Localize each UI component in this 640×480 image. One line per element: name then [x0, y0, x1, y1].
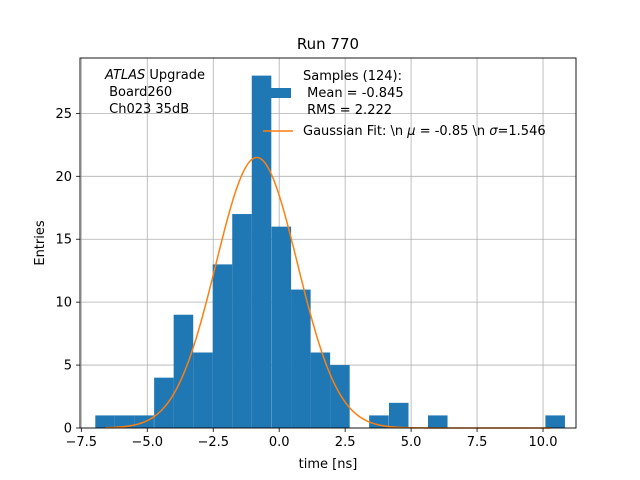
histogram-bar-23 [545, 415, 565, 428]
histogram-bar-17 [427, 415, 448, 428]
legend-fit-label: Gaussian Fit: \n μ = -0.85 \n σ=1.546 [303, 124, 546, 139]
grid-lines [80, 58, 576, 429]
y-tick-label-0: 0 [64, 422, 72, 437]
chart-title: Run 770 [297, 35, 359, 53]
x-axis-title: time [ns] [299, 457, 358, 472]
x-tick-label-1: −5.0 [131, 435, 163, 450]
atlas-annotation: ATLAS Upgrade Board260 Ch023 35dB [104, 68, 205, 117]
histogram-bar-12 [330, 365, 350, 428]
y-tick-label-5: 25 [55, 107, 72, 122]
x-tick-label-4: 2.5 [335, 435, 356, 450]
x-tick-label-3: 0.0 [269, 435, 290, 450]
x-tick-label-2: −2.5 [197, 435, 229, 450]
y-tick-label-3: 15 [55, 233, 72, 248]
histogram-bar-8 [251, 75, 272, 428]
legend-fit-mu: μ [406, 124, 415, 139]
x-tick-label-0: −7.5 [66, 435, 98, 450]
histogram-bar-1 [114, 415, 135, 428]
legend-fit-post: =1.546 [498, 124, 546, 139]
histogram-bar-7 [232, 214, 252, 428]
histogram-bars [95, 75, 565, 428]
histogram-bar-4 [173, 314, 194, 428]
legend: Samples (124): Mean = -0.845 RMS = 2.222… [263, 69, 546, 139]
y-tick-label-4: 20 [55, 170, 72, 185]
histogram-bar-3 [154, 377, 174, 428]
x-tick-label-6: 7.5 [467, 435, 488, 450]
legend-samples-line-2: Mean = -0.845 [303, 86, 404, 101]
histogram-bar-5 [193, 352, 213, 428]
axis-ticks: −7.5 −5.0 −2.5 0.0 2.5 5.0 7.5 10.0 0 5 10 15 20 25 [55, 107, 557, 450]
y-axis-title: Entries [33, 220, 48, 266]
annotation-line-3: Ch023 35dB [105, 102, 189, 117]
histogram-bar-15 [388, 402, 409, 428]
histogram-bar-0 [95, 415, 115, 428]
histogram-bar-11 [310, 352, 331, 428]
histogram-bar-6 [212, 264, 233, 428]
annotation-line-1: ATLAS Upgrade [104, 68, 205, 83]
legend-fit-sigma: σ [489, 124, 498, 139]
legend-samples-line-3: RMS = 2.222 [303, 103, 392, 118]
y-tick-label-1: 5 [64, 359, 72, 374]
legend-fit-pre: Gaussian Fit: \n [303, 124, 407, 139]
y-tick-label-2: 10 [55, 296, 72, 311]
annotation-atlas-word: ATLAS [104, 68, 145, 83]
annotation-upgrade-word: Upgrade [145, 68, 205, 83]
legend-samples-patch [263, 88, 291, 98]
annotation-line-2: Board260 [105, 85, 172, 100]
legend-fit-mid: = -0.85 \n [416, 124, 490, 139]
plot-frame [79, 57, 577, 429]
histogram-bar-9 [271, 226, 292, 428]
histogram-bar-14 [369, 415, 389, 428]
histogram-bar-10 [291, 289, 311, 428]
legend-samples-line-1: Samples (124): [303, 69, 402, 84]
x-tick-label-5: 5.0 [401, 435, 422, 450]
x-tick-label-7: 10.0 [529, 435, 558, 450]
